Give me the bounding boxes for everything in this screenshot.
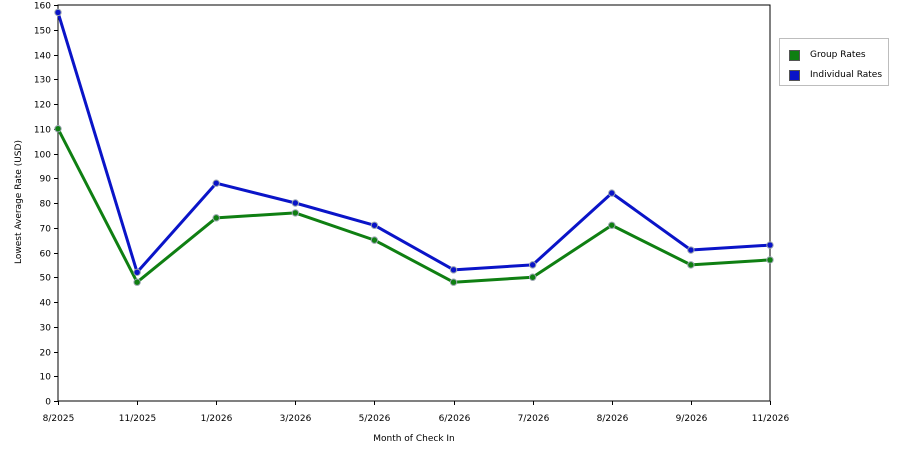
data-point-individual-rates: [54, 8, 62, 17]
legend-swatch-individual-rates: [789, 69, 800, 81]
data-point-group-rates: [528, 273, 537, 281]
y-tick-label: 100: [34, 151, 51, 161]
x-tick-label: 11/2026: [752, 414, 790, 424]
data-point-group-rates: [608, 221, 616, 229]
data-point-individual-rates: [608, 189, 616, 197]
data-point-individual-rates: [291, 199, 300, 207]
x-tick-label: 6/2026: [439, 414, 471, 424]
data-point-individual-rates: [212, 179, 220, 187]
y-tick-label: 150: [34, 27, 51, 37]
legend-label-group-rates: Group Rates: [810, 50, 866, 60]
y-tick-label: 130: [34, 76, 51, 86]
x-tick-label: 7/2026: [518, 414, 550, 424]
data-point-group-rates: [291, 209, 300, 217]
data-point-individual-rates: [370, 221, 379, 229]
y-tick-label: 40: [40, 299, 52, 309]
legend-label-individual-rates: Individual Rates: [810, 70, 883, 80]
data-point-group-rates: [370, 236, 379, 244]
data-point-group-rates: [133, 278, 141, 286]
data-point-group-rates: [687, 261, 695, 269]
y-tick-label: 70: [40, 225, 52, 235]
x-tick-label: 3/2026: [280, 414, 312, 424]
y-tick-label: 20: [40, 349, 52, 359]
data-point-individual-rates: [766, 241, 774, 249]
legend-item-individual-rates: Individual Rates: [789, 68, 882, 82]
y-tick-label: 110: [34, 126, 51, 136]
y-tick-label: 80: [40, 200, 52, 210]
series-line-individual-rates: [56, 11, 771, 274]
y-tick-label: 90: [40, 175, 52, 185]
y-tick-label: 60: [40, 250, 52, 260]
y-tick-label: 120: [34, 101, 51, 111]
data-point-group-rates: [212, 214, 220, 222]
x-tick-label: 9/2026: [676, 414, 708, 424]
y-tick-label: 160: [34, 2, 51, 12]
data-point-group-rates: [766, 256, 774, 264]
series-line-group-rates: [56, 128, 771, 284]
y-tick-label: 50: [40, 274, 52, 284]
legend: Group Rates Individual Rates: [779, 38, 889, 86]
data-point-group-rates: [449, 278, 458, 286]
data-point-individual-rates: [449, 266, 458, 274]
legend-item-group-rates: Group Rates: [789, 48, 866, 62]
plot-frame: [57, 4, 771, 402]
y-tick-label: 0: [45, 398, 51, 408]
y-axis-title: Lowest Average Rate (USD): [14, 140, 24, 264]
x-tick-label: 8/2025: [43, 414, 75, 424]
data-point-group-rates: [54, 125, 62, 133]
x-tick-label: 11/2025: [119, 414, 156, 424]
x-tick-label: 5/2026: [359, 414, 391, 424]
data-point-individual-rates: [687, 246, 695, 254]
x-tick-label: 1/2026: [201, 414, 233, 424]
data-point-individual-rates: [528, 261, 537, 269]
legend-swatch-group-rates: [789, 49, 800, 61]
data-point-individual-rates: [133, 268, 141, 276]
x-tick-label: 8/2026: [597, 414, 629, 424]
x-axis-title: Month of Check In: [373, 434, 455, 444]
axes-layer: 0 10 20 30 40 50 60 70 80 90 100 110 120 130 140 150 160…: [34, 2, 790, 425]
y-tick-label: 140: [34, 52, 51, 62]
series-layer: [54, 8, 774, 286]
y-tick-label: 10: [40, 373, 52, 383]
y-tick-label: 30: [40, 324, 52, 334]
